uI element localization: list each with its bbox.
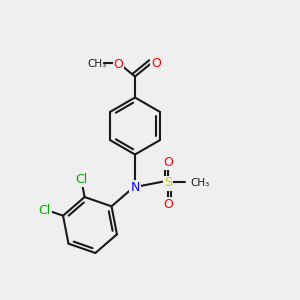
Text: CH₃: CH₃ [88, 59, 107, 69]
Text: S: S [164, 176, 172, 190]
Text: O: O [114, 58, 123, 71]
Text: Cl: Cl [38, 204, 51, 217]
Text: Cl: Cl [75, 173, 87, 186]
Text: CH₃: CH₃ [190, 178, 210, 188]
Text: O: O [163, 197, 173, 211]
Text: N: N [130, 181, 140, 194]
Text: O: O [163, 155, 173, 169]
Text: O: O [151, 56, 161, 70]
